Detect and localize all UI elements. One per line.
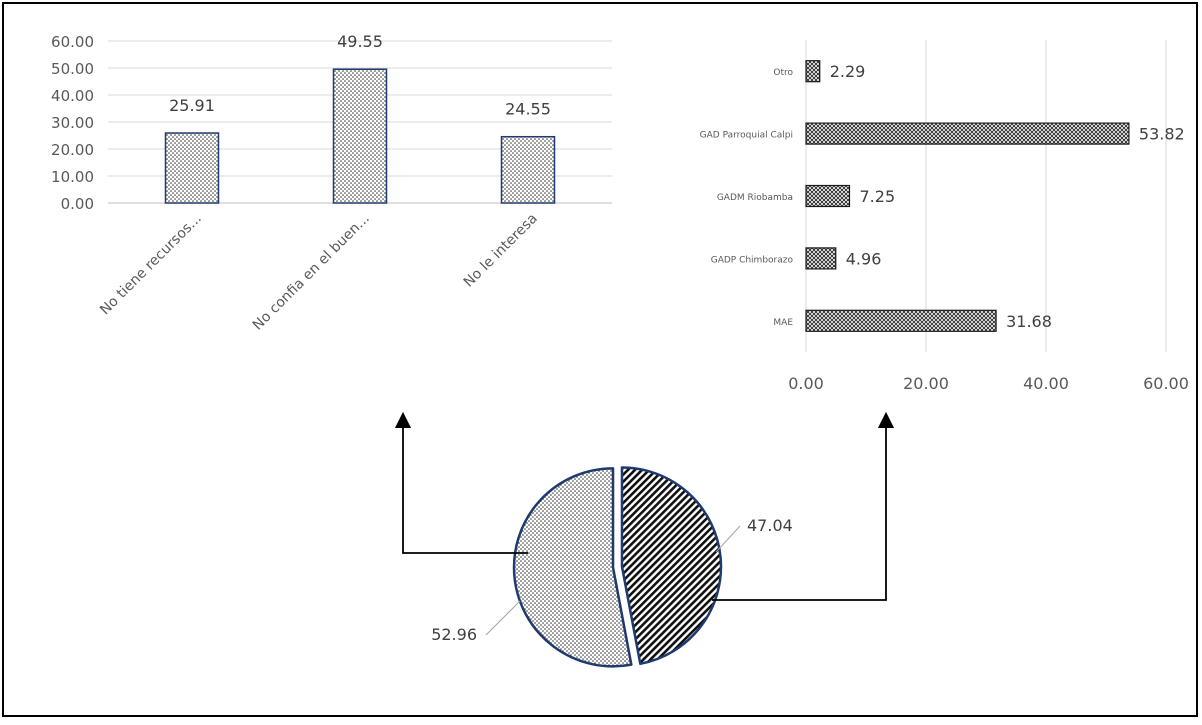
y-tick-label: 50.00 bbox=[51, 60, 94, 78]
y-tick-label: 40.00 bbox=[51, 87, 94, 105]
y-tick-label: 20.00 bbox=[51, 141, 94, 159]
y-tick-label: 60.00 bbox=[51, 33, 94, 51]
horizontal-bar-chart: 0.00 20.00 40.00 60.00 2.29 Otro 53.82 GAD Parr… bbox=[700, 40, 1189, 393]
bar-value-label: 7.25 bbox=[860, 187, 896, 206]
pie-slice bbox=[512, 467, 633, 668]
bar bbox=[332, 68, 388, 204]
x-tick-label: 20.00 bbox=[903, 374, 949, 393]
pie-value-label: 47.04 bbox=[747, 516, 793, 535]
x-tick-label: 0.00 bbox=[788, 374, 824, 393]
bar-value-label: 53.82 bbox=[1139, 125, 1185, 144]
x-tick-label: No confia en el buen... bbox=[250, 211, 373, 334]
bar bbox=[164, 132, 220, 204]
bar bbox=[805, 309, 997, 332]
bar bbox=[805, 184, 851, 208]
x-tick-label: 60.00 bbox=[1143, 374, 1189, 393]
pie-chart: 47.04 52.96 bbox=[431, 466, 793, 668]
pie-value-label: 52.96 bbox=[431, 625, 477, 644]
bar-value-label: 24.55 bbox=[505, 100, 551, 119]
x-tick-label: 40.00 bbox=[1023, 374, 1069, 393]
y-tick-label: Otro bbox=[773, 68, 793, 78]
y-tick-label: MAE bbox=[773, 318, 793, 328]
y-tick-label: 10.00 bbox=[51, 168, 94, 186]
vertical-bar-chart: 0.00 10.00 20.00 30.00 40.00 50.00 60.00 25.91 N… bbox=[51, 32, 612, 334]
y-tick-label: 0.00 bbox=[61, 195, 94, 213]
x-tick-label: No tiene recursos... bbox=[97, 211, 205, 319]
x-tick-label: No le interesa bbox=[461, 211, 541, 291]
connector-arrows bbox=[394, 411, 895, 601]
bar bbox=[805, 247, 837, 270]
y-tick-label: GADP Chimborazo bbox=[711, 255, 794, 265]
bar bbox=[805, 122, 1130, 145]
pie-leader-line bbox=[715, 525, 741, 553]
y-tick-label: GAD Parroquial Calpi bbox=[700, 131, 793, 141]
pie-slice bbox=[620, 466, 723, 666]
bar-value-label: 31.68 bbox=[1006, 312, 1052, 331]
bar bbox=[500, 135, 556, 204]
bar bbox=[805, 60, 821, 83]
arrow-to-horizontal-chart bbox=[712, 411, 895, 601]
pie-leader-line bbox=[485, 600, 521, 636]
bar-value-label: 49.55 bbox=[337, 32, 383, 51]
y-tick-label: 30.00 bbox=[51, 114, 94, 132]
bar-value-label: 2.29 bbox=[830, 62, 866, 81]
bar-value-label: 25.91 bbox=[169, 96, 215, 115]
arrow-to-vertical-chart bbox=[394, 411, 528, 554]
y-tick-label: GADM Riobamba bbox=[717, 193, 793, 203]
bar-value-label: 4.96 bbox=[846, 249, 882, 268]
